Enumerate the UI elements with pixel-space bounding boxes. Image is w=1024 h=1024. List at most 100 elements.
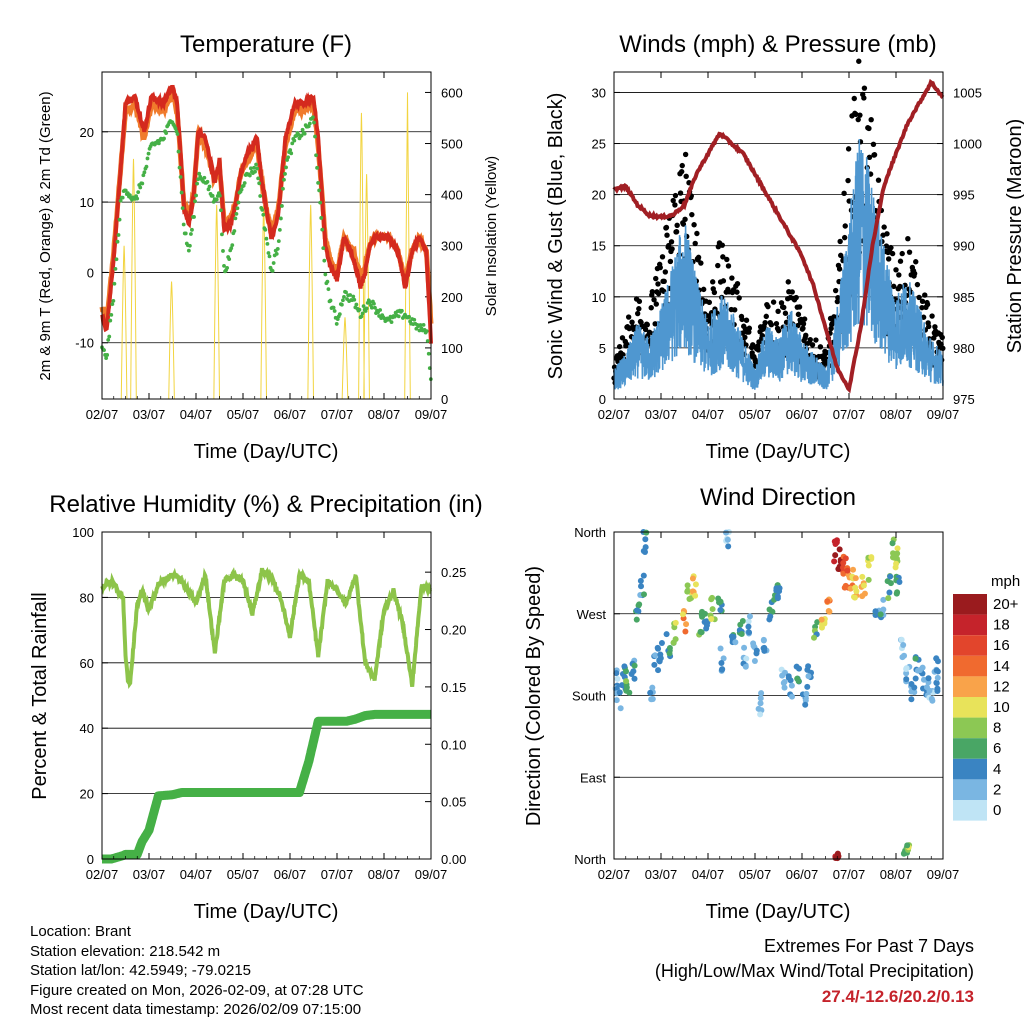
direction-point [745,618,752,625]
humidity-title: Relative Humidity (%) & Precipitation (i… [49,491,482,518]
direction-point [818,624,825,631]
x-tick-label: 09/07 [415,407,448,422]
direction-point [634,607,641,614]
colorbar-swatch [953,594,987,615]
direction-point [903,665,910,672]
direction-point [613,697,620,704]
gust-point [899,250,905,257]
dewpoint-point [367,300,372,304]
direction-point [708,615,715,622]
direction-point [811,634,818,641]
y-tick-label-right: 600 [441,85,463,100]
x-tick-label: 03/07 [133,867,166,882]
y-tick-label-right: 200 [441,290,463,305]
y-tick-label-right: 1000 [953,137,982,152]
dewpoint-point [407,314,411,319]
colorbar-unit: mph [991,573,1020,590]
elevation-text: Station elevation: 218.542 m [30,942,221,960]
direction-point [739,618,746,625]
dewpoint-point [322,258,327,263]
dewpoint-point [263,227,268,232]
humidity-panel: Relative Humidity (%) & Precipitation (i… [29,491,483,923]
dewpoint-point [214,197,219,202]
gust-point [796,304,803,310]
y-tick-label: 0 [87,852,94,867]
dewpoint-point [235,206,240,211]
y-tick-label-right: 300 [441,239,463,254]
dewpoint-point [318,200,323,205]
direction-point [725,543,732,550]
y-tick-label: 20 [80,125,94,140]
direction-point [804,683,811,690]
gust-point [664,232,670,238]
dewpoint-point [102,348,106,353]
direction-point [718,666,725,673]
gust-point [698,260,704,266]
colorbar-label: 6 [993,740,1001,757]
gust-point [897,258,904,264]
dewpoint-point [321,246,326,251]
gust-point [636,306,642,312]
gust-point [695,254,702,261]
dewpoint-point [138,185,143,190]
extremes-subtitle: (High/Low/Max Wind/Total Precipitation) [654,961,974,981]
dewpoint-point [260,207,265,212]
direction-point [689,575,696,582]
gust-point [916,294,922,301]
dewpoint-point [323,272,328,277]
dewpoint-point [112,281,117,286]
y-tick-label-right: 975 [953,392,975,407]
gust-point [653,301,659,307]
direction-point [614,675,621,682]
gust-point [669,246,675,252]
dewpoint-point [289,151,294,156]
dewpoint-point [418,323,423,327]
colorbar-label: 14 [993,658,1010,675]
direction-point [831,558,838,565]
direction-point [840,559,847,566]
dewpoint-point [187,243,192,248]
dewpoint-point [284,165,288,170]
dewpoint-point [396,314,401,319]
gust-point [809,342,816,348]
gust-point [836,266,843,272]
dewpoint-series [100,115,433,382]
colorbar-swatch [953,779,987,800]
gust-point [694,230,700,237]
direction-point [630,668,637,675]
gust-point [668,239,675,245]
direction-point [638,583,645,590]
gust-point [720,254,726,260]
dewpoint-point [256,176,261,181]
gust-point [731,307,738,313]
dewpoint-point [136,190,141,195]
recent-text: Most recent data timestamp: 2026/02/09 0… [30,1001,362,1018]
gust-point [837,238,843,245]
dewpoint-point [140,181,145,186]
direction-point [692,581,699,588]
direction-ylabel: Direction (Colored By Speed) [523,566,545,826]
colorbar-swatch [953,697,987,718]
dewpoint-point [337,312,342,316]
direction-point [703,618,710,625]
dewpoint-point [117,217,122,222]
x-tick-label: 04/07 [180,867,213,882]
gust-point [729,275,735,281]
dewpoint-point [369,305,374,310]
gust-point [659,254,666,260]
direction-point [880,596,887,603]
direction-point [666,644,673,651]
dewpoint-point [210,193,215,198]
direction-point [859,593,866,600]
dewpoint-point [286,155,291,160]
dewpoint-point [389,320,394,324]
gust-point [742,334,748,340]
gust-point [795,311,802,318]
gust-point [667,258,674,265]
direction-point [826,608,833,615]
gust-point [770,299,777,305]
dewpoint-point [120,195,125,200]
gust-point [775,327,782,334]
dewpoint-point [217,193,222,198]
dewpoint-point [378,308,383,312]
